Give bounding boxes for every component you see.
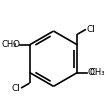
Text: CH₃: CH₃: [90, 68, 106, 77]
Text: O: O: [13, 40, 20, 49]
Text: O: O: [87, 68, 94, 77]
Text: Cl: Cl: [86, 25, 95, 34]
Text: CH₃: CH₃: [1, 40, 17, 49]
Text: Cl: Cl: [12, 84, 21, 93]
